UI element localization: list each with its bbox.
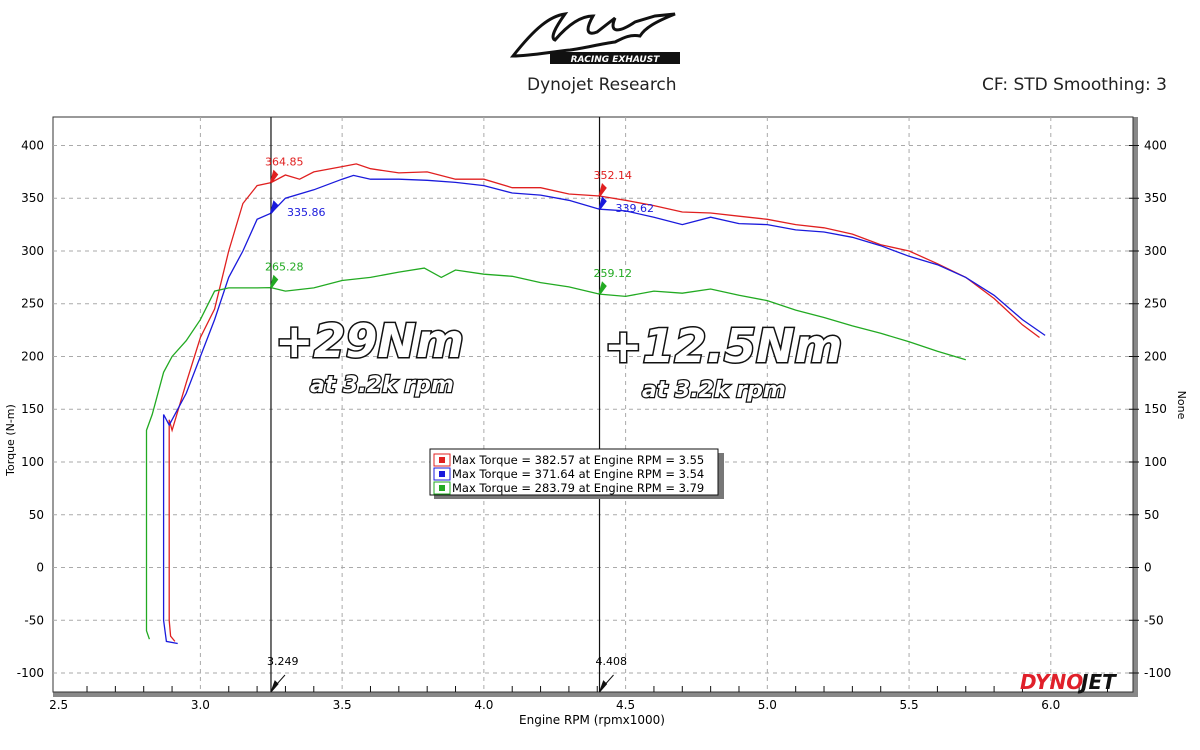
max-logo: RACING EXHAUST [509, 12, 680, 65]
x-tick-label: 5.0 [758, 698, 777, 712]
x-tick-label: 6.0 [1041, 698, 1060, 712]
legend-swatch-dot [439, 485, 445, 491]
value-marker-icon [598, 183, 607, 197]
y-tick-label-right: 150 [1144, 402, 1167, 416]
y-tick-label-right: -100 [1144, 666, 1171, 680]
value-marker-icon [270, 200, 279, 214]
legend-box: Max Torque = 382.57 at Engine RPM = 3.55… [429, 448, 724, 499]
y-tick-label: 300 [21, 244, 44, 258]
y-tick-label: 400 [21, 138, 44, 152]
y-tick-label: 0 [36, 561, 44, 575]
chart-title: Dynojet Research [527, 75, 677, 95]
y-axis-right-label: None [1175, 391, 1188, 420]
x-tick-label: 3.0 [191, 698, 210, 712]
svg-text:JET: JET [1077, 670, 1117, 694]
cursor-value-label: 335.86 [287, 206, 326, 219]
svg-text:DYNO: DYNO [1020, 670, 1083, 694]
torque-line-2 [162, 174, 1046, 645]
y-axis-label: Torque (N-m) [4, 404, 17, 477]
cursor-value-label: 364.85 [265, 156, 304, 169]
cursor-value-label: 265.28 [265, 261, 304, 274]
annotation-big-2: +12.5Nm [604, 319, 842, 373]
annotation-small-2: at 3.2k rpm [642, 378, 786, 403]
cursor-x-label: 4.408 [596, 655, 628, 668]
y-tick-label-right: 300 [1144, 244, 1167, 258]
y-tick-label: 150 [21, 402, 44, 416]
y-tick-label: 200 [21, 349, 44, 363]
y-tick-label: 50 [29, 508, 44, 522]
annotation-big-1: +29Nm [275, 314, 464, 368]
legend-swatch-dot [439, 457, 445, 463]
cursor-arrow-icon [270, 674, 286, 693]
legend-entry: Max Torque = 382.57 at Engine RPM = 3.55 [452, 453, 704, 467]
x-tick-label: 5.5 [900, 698, 919, 712]
cursor-value-label: 352.14 [594, 169, 633, 182]
legend-entry: Max Torque = 283.79 at Engine RPM = 3.79 [452, 481, 704, 495]
legend-swatch-dot [439, 471, 445, 477]
y-tick-label-right: 50 [1144, 508, 1159, 522]
x-tick-label: 4.5 [616, 698, 635, 712]
torque-line-3 [145, 267, 966, 640]
x-axis-label: Engine RPM (rpmx1000) [519, 713, 665, 727]
annotation-small-1: at 3.2k rpm [310, 373, 454, 398]
cursor-x-label: 3.249 [267, 655, 299, 668]
y-tick-label: -50 [24, 613, 44, 627]
settings-text: CF: STD Smoothing: 3 [982, 75, 1167, 95]
logo-subtext: RACING EXHAUST [571, 55, 661, 65]
y-tick-label-right: 200 [1144, 349, 1167, 363]
plot-area [52, 116, 1134, 693]
x-tick-label: 3.5 [333, 698, 352, 712]
value-marker-icon [598, 281, 607, 295]
x-tick-label: 4.0 [474, 698, 493, 712]
y-tick-label: 350 [21, 191, 44, 205]
y-tick-label-right: 350 [1144, 191, 1167, 205]
cursor-value-label: 339.62 [616, 202, 655, 215]
cursor-arrow-icon [599, 674, 614, 693]
legend-entry: Max Torque = 371.64 at Engine RPM = 3.54 [452, 467, 704, 481]
y-tick-label-right: 100 [1144, 455, 1167, 469]
y-tick-label-right: 0 [1144, 561, 1152, 575]
y-tick-label: -100 [17, 666, 44, 680]
x-tick-label: 2.5 [49, 698, 68, 712]
cursor-value-label: 259.12 [594, 267, 633, 280]
y-tick-label-right: 250 [1144, 297, 1167, 311]
y-tick-label-right: -50 [1144, 613, 1164, 627]
torque-line-1 [168, 163, 1040, 642]
y-tick-label-right: 400 [1144, 138, 1167, 152]
value-marker-icon [598, 196, 607, 210]
value-marker-icon [270, 274, 279, 289]
y-tick-label: 100 [21, 455, 44, 469]
value-marker-icon [270, 169, 279, 184]
dynojet-watermark: DYNO JET [1020, 670, 1117, 694]
y-tick-label: 250 [21, 297, 44, 311]
